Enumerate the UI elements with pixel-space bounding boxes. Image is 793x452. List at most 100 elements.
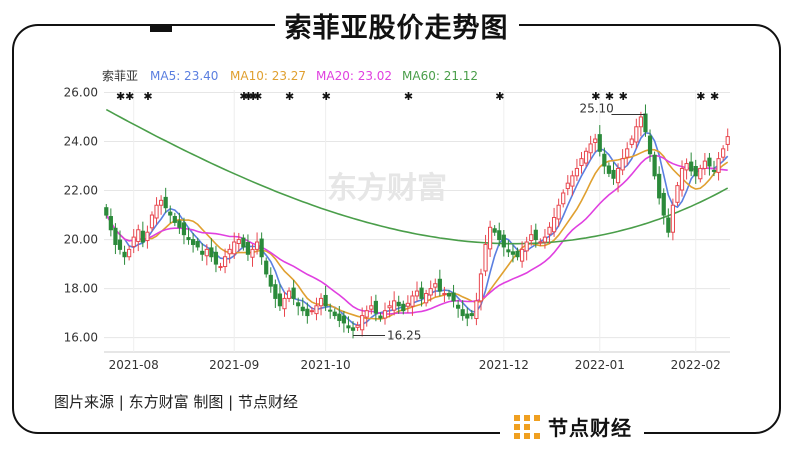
- candle-down: [492, 228, 497, 233]
- candle-down: [460, 309, 465, 317]
- x-tick-label: 2021-12: [479, 358, 529, 372]
- candle-down: [373, 300, 378, 314]
- candle-down: [346, 325, 351, 329]
- x-tick-label: 2022-02: [671, 358, 721, 372]
- candle-down: [113, 227, 118, 245]
- x-tick-label: 2022-01: [575, 358, 625, 372]
- candle-up: [583, 150, 589, 164]
- candle-up: [634, 126, 639, 143]
- candle-up: [702, 160, 707, 169]
- candle-down: [707, 157, 712, 167]
- event-star: ✱: [495, 90, 504, 103]
- brand: 节点财经: [500, 412, 644, 441]
- candle-down: [213, 251, 219, 265]
- candle-up: [414, 290, 420, 297]
- candle-up: [282, 297, 287, 310]
- candle-up: [136, 229, 141, 243]
- candle-down: [506, 249, 511, 253]
- candle-down: [268, 274, 273, 287]
- candle-down: [666, 217, 671, 233]
- candle-down: [122, 251, 127, 258]
- candle-up: [392, 300, 397, 311]
- candle-down: [300, 306, 305, 312]
- candle-up: [547, 226, 552, 235]
- y-tick-label: 16.00: [64, 331, 98, 345]
- candle-down: [341, 315, 346, 324]
- candle-up: [204, 248, 209, 257]
- candle-up: [615, 167, 621, 184]
- candle-up: [488, 226, 493, 250]
- y-tick-label: 20.00: [64, 233, 98, 247]
- legend-item-ma60: MA60: 21.12: [402, 69, 478, 83]
- candle-down: [273, 284, 278, 299]
- candle-down: [661, 192, 666, 216]
- candle-up: [524, 241, 529, 252]
- x-tick-label: 2021-09: [209, 358, 259, 372]
- candle-down: [177, 220, 182, 228]
- candle-up: [593, 138, 598, 143]
- candle-down: [337, 313, 342, 321]
- candle-down: [328, 309, 333, 312]
- candle-down: [140, 230, 145, 243]
- event-star: ✱: [404, 90, 413, 103]
- candle-down: [533, 229, 538, 241]
- candle-up: [369, 305, 374, 310]
- candle-up: [154, 204, 159, 219]
- candle-up: [684, 163, 689, 171]
- y-tick-label: 18.00: [64, 282, 98, 296]
- candle-up: [579, 158, 584, 167]
- candle-down: [437, 278, 442, 292]
- candle-down: [657, 173, 662, 199]
- legend-item-ma5: MA5: 23.40: [150, 69, 218, 83]
- candle-up: [360, 315, 365, 331]
- candle-down: [259, 238, 264, 258]
- candle-down: [163, 196, 168, 209]
- candle-down: [209, 247, 214, 258]
- candle-down: [104, 207, 109, 216]
- candle-up: [570, 175, 575, 187]
- candle-up: [716, 158, 721, 173]
- candle-down: [241, 237, 246, 248]
- candle-down: [401, 303, 406, 312]
- candle-down: [693, 166, 698, 177]
- candle-up: [698, 167, 703, 180]
- event-star: ✱: [710, 90, 719, 103]
- candle-up: [675, 185, 680, 203]
- candle-down: [652, 154, 657, 177]
- candle-down: [689, 161, 694, 172]
- candle-down: [323, 294, 328, 307]
- max-label: 25.10: [579, 102, 613, 116]
- candle-down: [172, 216, 177, 223]
- source-text: 图片来源 | 东方财富 制图 | 节点财经: [54, 393, 298, 411]
- candle-up: [149, 214, 155, 229]
- y-tick-label: 22.00: [64, 184, 98, 198]
- legend-stock-name: 索菲亚: [102, 69, 138, 83]
- candle-up: [314, 305, 319, 315]
- candle-down: [510, 251, 516, 255]
- candle-down: [597, 134, 602, 152]
- candle-up: [232, 241, 237, 255]
- ma20-line: [105, 154, 728, 315]
- candle-up: [721, 148, 726, 158]
- candle-down: [200, 250, 205, 255]
- title-wrap: 索菲亚股价走势图: [0, 6, 793, 45]
- candle-down: [611, 169, 616, 179]
- title-bar-left: [150, 24, 172, 32]
- candle-up: [638, 116, 643, 128]
- candle-up: [588, 143, 593, 154]
- candle-up: [222, 256, 228, 268]
- candle-down: [465, 313, 470, 319]
- event-star: ✱: [285, 90, 294, 103]
- candle-down: [378, 315, 383, 319]
- candle-up: [725, 136, 730, 145]
- candle-up: [442, 293, 447, 296]
- candle-up: [670, 204, 675, 233]
- candle-up: [405, 302, 410, 307]
- event-star: ✱: [143, 90, 152, 103]
- ma60-line: [105, 108, 729, 245]
- candle-up: [254, 241, 260, 250]
- watermark: 东方财富: [327, 171, 447, 206]
- candle-down: [515, 250, 520, 258]
- candle-up: [318, 297, 324, 307]
- candle-up: [424, 293, 429, 304]
